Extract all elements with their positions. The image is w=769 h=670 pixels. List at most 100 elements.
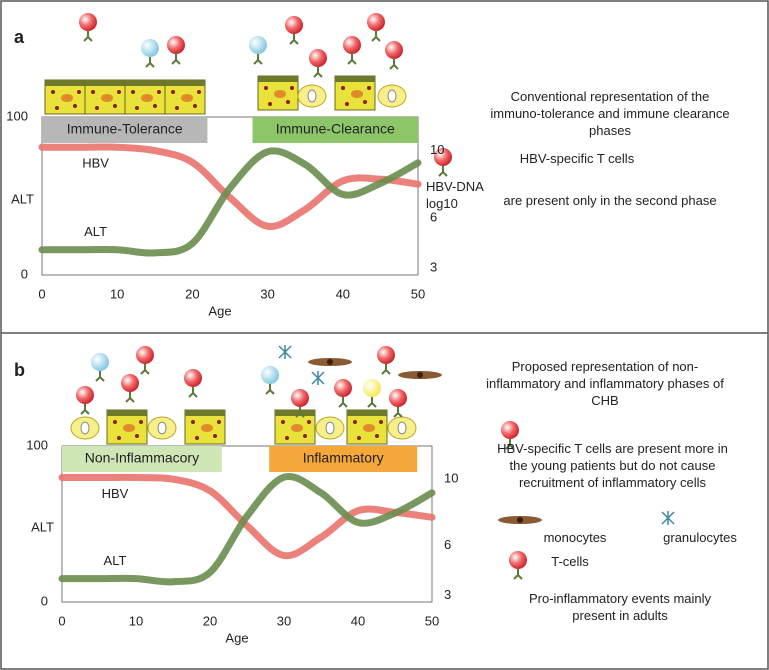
note: are present only in the second phase	[503, 193, 717, 208]
t-cell	[76, 386, 94, 404]
t-cell	[501, 421, 519, 439]
spot	[213, 434, 217, 438]
spot	[73, 104, 77, 108]
nucleus	[181, 94, 193, 102]
spot	[117, 436, 121, 440]
t-cell	[291, 389, 309, 407]
t-cell	[367, 13, 385, 31]
x-tick-label: 40	[336, 286, 350, 301]
y-tick-label: 100	[6, 108, 28, 123]
t-cell	[434, 148, 452, 166]
nucleus	[101, 94, 113, 102]
cell-top	[335, 76, 375, 82]
t-cell	[385, 41, 403, 59]
cell-top	[85, 80, 125, 86]
phase-box	[42, 117, 208, 143]
receptor	[171, 54, 181, 65]
panel-label: a	[14, 27, 25, 47]
spot	[175, 106, 179, 110]
x-tick-label: 20	[185, 286, 199, 301]
monocyte-core	[517, 517, 523, 523]
note: HBV-specific T cells	[519, 151, 635, 166]
cell-top	[258, 76, 298, 82]
spot	[139, 420, 143, 424]
spot	[117, 90, 121, 94]
phase-box	[252, 117, 418, 143]
note: Conventional representation of the immun…	[490, 89, 730, 138]
spot	[285, 436, 289, 440]
note: Proposed representation of non-inflammat…	[486, 359, 724, 408]
cell-top	[125, 80, 165, 86]
x-axis-label: Age	[208, 303, 231, 318]
receptor	[381, 364, 391, 375]
spot	[290, 86, 294, 90]
x-tick-label: 50	[425, 613, 439, 628]
spot	[113, 420, 117, 424]
phase-label: Non-Inflammacory	[85, 450, 199, 466]
spot	[345, 102, 349, 106]
t-cell	[141, 39, 159, 57]
t-cell	[121, 374, 139, 392]
receptor	[313, 67, 323, 78]
spot	[286, 100, 290, 104]
granulocyte	[278, 345, 292, 359]
x-tick-label: 10	[129, 613, 143, 628]
cell-top	[165, 80, 205, 86]
granulocyte	[661, 511, 675, 525]
spot	[217, 420, 221, 424]
y-tick-label: 0	[21, 266, 28, 281]
phase-label: Immune-Tolerance	[67, 121, 183, 137]
x-tick-label: 20	[203, 613, 217, 628]
spot	[171, 90, 175, 94]
t-cell	[91, 353, 109, 371]
series-label: ALT	[84, 224, 107, 239]
receptor	[338, 397, 348, 408]
nucleus	[291, 424, 303, 432]
infiltrate-core	[325, 421, 335, 435]
receptor	[289, 34, 299, 45]
spot	[91, 90, 95, 94]
spot	[268, 102, 272, 106]
y2-tick-label: 6	[444, 537, 451, 552]
receptor	[347, 54, 357, 65]
spot	[157, 90, 161, 94]
spot	[281, 420, 285, 424]
x-tick-label: 0	[58, 613, 65, 628]
note: T-cells	[551, 554, 589, 569]
t-cell	[363, 379, 381, 397]
y2-tick-label: 10	[444, 471, 458, 486]
receptor	[438, 166, 448, 177]
receptor	[513, 569, 523, 580]
cell-top	[45, 80, 85, 86]
receptor	[265, 384, 275, 395]
note: HBV-DNA log10	[426, 179, 484, 211]
receptor	[295, 407, 305, 418]
series-label: HBV	[82, 156, 109, 171]
spot	[341, 86, 345, 90]
monocyte-core	[417, 372, 423, 378]
y-axis-label: ALT	[11, 191, 34, 206]
y2-tick-label: 10	[430, 142, 444, 157]
receptor	[145, 57, 155, 68]
spot	[307, 420, 311, 424]
note: Pro-inflammatory events mainly present i…	[528, 591, 712, 623]
infiltrate-core	[397, 421, 407, 435]
receptor	[188, 387, 198, 398]
line	[58, 472, 436, 586]
cell-top	[275, 410, 315, 416]
infiltrate-core	[80, 421, 90, 435]
spot	[367, 86, 371, 90]
infiltrate-core	[157, 421, 167, 435]
receptor	[80, 404, 90, 415]
t-cell	[509, 551, 527, 569]
t-cell	[136, 346, 154, 364]
spot	[197, 90, 201, 94]
nucleus	[61, 94, 73, 102]
phase-label: Inflammatory	[303, 450, 384, 466]
y2-tick-label: 3	[430, 260, 437, 275]
t-cell	[184, 369, 202, 387]
nucleus	[363, 424, 375, 432]
receptor	[95, 371, 105, 382]
